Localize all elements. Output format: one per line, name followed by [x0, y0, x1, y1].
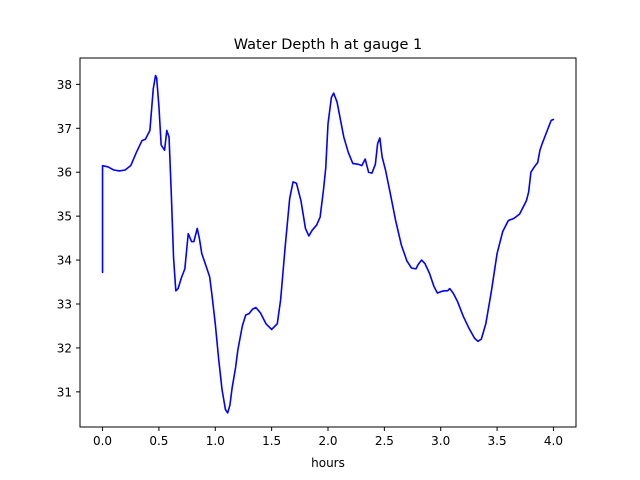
y-tick-label: 38	[57, 78, 72, 92]
series-line-0	[101, 74, 555, 414]
x-tick-label: 2.5	[375, 434, 394, 448]
x-tick-label: 4.0	[544, 434, 563, 448]
y-tick-label: 37	[57, 122, 72, 136]
x-axis-label: hours	[311, 456, 345, 470]
x-tick-label: 2.0	[318, 434, 337, 448]
chart-title: Water Depth h at gauge 1	[234, 37, 422, 53]
x-tick-label: 0.5	[149, 434, 168, 448]
y-tick-label: 33	[57, 298, 72, 312]
x-tick-label: 0.0	[93, 434, 112, 448]
y-tick-label: 36	[57, 166, 72, 180]
y-tick-label: 34	[57, 254, 72, 268]
x-tick-label: 1.5	[262, 434, 281, 448]
y-tick-label: 32	[57, 341, 72, 355]
x-tick-label: 1.0	[206, 434, 225, 448]
plot-area: 0.0 0.5 1.0 1.5 2.0 2.5 3.0 3.5 4.0 31 32 33 34 35 36…	[57, 57, 577, 448]
series-layer	[101, 74, 555, 414]
x-tick-label: 3.0	[431, 434, 450, 448]
x-tick-label: 3.5	[488, 434, 507, 448]
y-axis-ticks: 31 32 33 34 35 36 37 38	[57, 78, 80, 399]
y-tick-label: 31	[57, 385, 72, 399]
y-tick-label: 35	[57, 210, 72, 224]
x-axis-ticks: 0.0 0.5 1.0 1.5 2.0 2.5 3.0 3.5 4.0	[93, 427, 563, 448]
